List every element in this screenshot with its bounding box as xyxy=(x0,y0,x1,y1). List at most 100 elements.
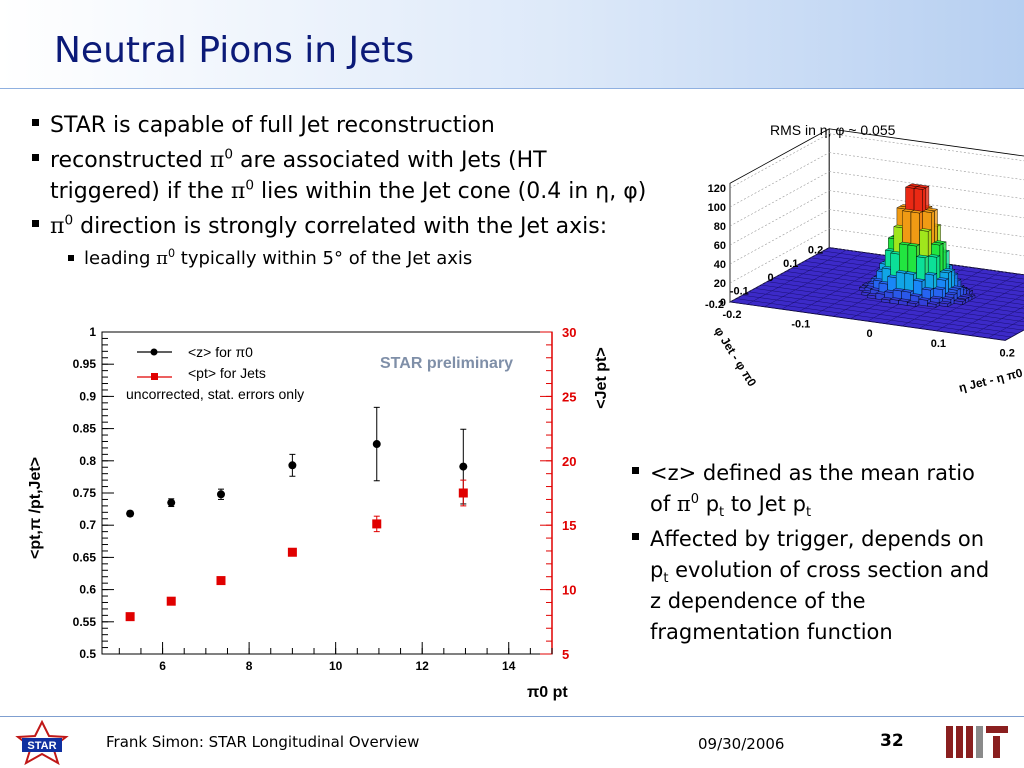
lego-plot: RMS in η, φ ~ 0.055 020406080100120-0.2-… xyxy=(705,122,1024,395)
bullet-item: STAR is capable of full Jet reconstructi… xyxy=(28,110,688,141)
bullet-square-icon xyxy=(632,533,639,540)
jet-pt-data-point xyxy=(372,519,382,529)
x-tick-label: 10 xyxy=(329,659,343,673)
lego-bar-top xyxy=(915,254,929,259)
lego-x-tick-label: 0.1 xyxy=(931,338,946,350)
lego-z-tick-label: 60 xyxy=(714,240,726,252)
y-left-tick-label: 0.65 xyxy=(73,550,97,564)
y-left-tick-label: 0.5 xyxy=(79,647,96,661)
y-right-tick-label: 20 xyxy=(562,454,576,469)
lego-bar-top xyxy=(944,291,958,296)
lego-bar-top xyxy=(901,289,915,293)
z-data-point xyxy=(167,498,176,507)
y-left-tick-label: 0.8 xyxy=(79,454,96,468)
y-right-tick-label: 30 xyxy=(562,325,576,340)
x-axis-label: π0 pt xyxy=(527,684,568,701)
y-left-tick-label: 1 xyxy=(89,325,96,339)
lego-bar-top xyxy=(930,242,944,246)
lego-bars xyxy=(858,183,976,308)
y-right-tick-label: 25 xyxy=(562,389,576,404)
lego-bar-top xyxy=(953,298,967,302)
bullet-square-icon xyxy=(632,467,639,474)
bullet-item: reconstructed π0 are associated with Jet… xyxy=(28,145,688,207)
lego-bar-top xyxy=(918,228,932,232)
bullet-item: π0 direction is strongly correlated with… xyxy=(28,211,688,242)
x-tick-label: 8 xyxy=(246,659,253,673)
lego-bar-top xyxy=(941,296,955,300)
lego-y-label: φ Jet - φ π0 xyxy=(711,324,759,389)
lego-grid-line xyxy=(729,228,830,284)
jet-pt-data-point xyxy=(287,547,297,557)
y-left-tick-label: 0.6 xyxy=(79,583,96,597)
lego-bar-top xyxy=(912,278,926,282)
star-logo-band xyxy=(22,738,62,752)
bullet-square-icon xyxy=(68,255,74,261)
y-right-tick-label: 10 xyxy=(562,583,576,598)
z-data-point xyxy=(288,461,297,470)
lego-y-tick-label: 0 xyxy=(767,272,773,284)
title-bar xyxy=(0,0,1024,89)
jet-pt-data-point xyxy=(216,576,226,586)
lego-bar-top xyxy=(956,295,970,300)
top-bullet-list: STAR is capable of full Jet reconstructi… xyxy=(28,110,688,276)
y-right-tick-label: 5 xyxy=(562,647,569,662)
left-axis: 0.5 0.55 0.6 0.65 0.7 0.75 0.8 0.85 0.9 0.95 1 xyxy=(73,325,114,661)
lego-floor-grid xyxy=(953,294,1024,334)
lego-grid-line xyxy=(729,152,830,208)
lego-x-tick-label: 0 xyxy=(867,328,873,340)
lego-bar-top xyxy=(906,300,920,304)
lego-x-tick-label: -0.2 xyxy=(723,309,742,321)
lego-y-tick-label: 0.1 xyxy=(783,258,798,270)
lego-grid-line xyxy=(829,133,1024,162)
y-left-tick-label: 0.9 xyxy=(79,389,96,403)
lego-z-tick-label: 20 xyxy=(714,278,726,290)
footer-author: Frank Simon: STAR Longitudinal Overview xyxy=(106,733,420,751)
lego-floor-grid xyxy=(729,247,830,303)
lego-y-tick-label: -0.2 xyxy=(705,299,724,311)
lego-floor-grid xyxy=(936,282,1024,332)
right-bullet-list: <z> defined as the mean ratio of π0 pt to… xyxy=(628,458,1018,652)
lego-floor-grid xyxy=(729,301,1006,341)
y-left-tick-label: 0.85 xyxy=(73,422,97,436)
right-axis: 5 10 15 20 25 30 xyxy=(540,325,576,662)
lego-grid-line xyxy=(729,133,830,189)
lego-grid-line xyxy=(729,190,830,246)
z-data-point xyxy=(372,440,381,449)
y-left-tick-label: 0.7 xyxy=(79,518,96,532)
page-number: 32 xyxy=(880,731,904,751)
bullet-item: <z> defined as the mean ratio of π0 pt to… xyxy=(628,458,1018,520)
lego-z-tick-label: 0 xyxy=(720,297,726,309)
lego-y-tick-label: -0.1 xyxy=(730,285,749,297)
lego-x-tick-label: 0.2 xyxy=(1000,347,1015,359)
z-data-point xyxy=(459,462,468,471)
lego-bar-top xyxy=(897,298,911,302)
lego-bar-top xyxy=(924,272,938,276)
legend-note: uncorrected, stat. errors only xyxy=(126,386,304,402)
lego-z-tick-label: 120 xyxy=(708,183,726,195)
lego-floor-grid xyxy=(970,306,1024,336)
lego-grid-line xyxy=(729,171,830,227)
watermark: STAR preliminary xyxy=(380,355,513,372)
lego-x-tick-label: -0.1 xyxy=(791,319,810,331)
lego-bar-top xyxy=(913,186,927,190)
y-right-label: <Jet pt> xyxy=(593,347,610,408)
jet-pt-data-point xyxy=(125,612,135,622)
lego-bar-top xyxy=(918,297,932,301)
bottom-axis: 6 8 10 12 14 xyxy=(118,642,553,673)
lego-z-tick-label: 100 xyxy=(708,202,726,214)
star-logo: STAR xyxy=(15,720,69,766)
lego-bar-top xyxy=(907,243,921,247)
lego-bar-top xyxy=(921,287,935,291)
lego-axes-box xyxy=(728,128,1024,341)
y-left-tick-label: 0.75 xyxy=(73,486,97,500)
lego-floor-grid xyxy=(1005,329,1024,341)
legend-label-z: <z> for π0 xyxy=(188,344,253,360)
x-tick-label: 12 xyxy=(416,659,430,673)
lego-bar-top xyxy=(904,271,918,275)
lego-bar-top xyxy=(926,301,940,305)
star-logo-text: STAR xyxy=(27,740,56,752)
lego-bar-top xyxy=(910,209,924,214)
legend-marker-z xyxy=(150,348,158,356)
lego-floor-grid xyxy=(829,247,1024,276)
bullet-square-icon xyxy=(32,119,39,126)
